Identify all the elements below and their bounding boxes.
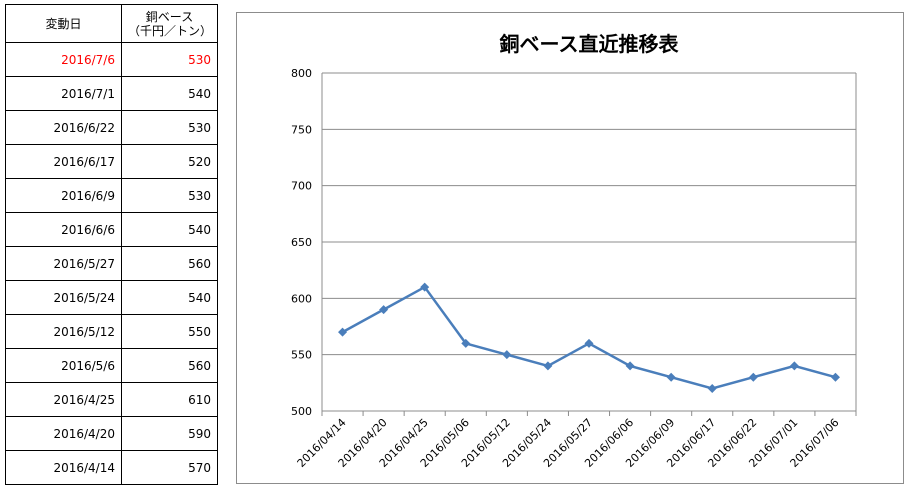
y-tick-label: 800 [291,67,312,80]
header-price-line1: 銅ベース [145,9,194,24]
y-tick-label: 500 [291,405,312,418]
y-tick-label: 550 [291,349,312,362]
row-price: 540 [121,76,218,111]
row-price: 610 [121,382,218,417]
table-row: 2016/6/17 520 [5,144,218,179]
data-point [625,361,635,371]
data-point [748,372,758,382]
row-date: 2016/7/6 [5,42,122,77]
y-tick-label: 700 [291,180,312,193]
row-price: 560 [121,246,218,281]
data-point [502,350,512,360]
data-point [584,338,594,348]
row-date: 2016/5/12 [5,314,122,349]
table-row: 2016/5/24 540 [5,280,218,315]
row-date: 2016/7/1 [5,76,122,111]
row-date: 2016/4/14 [5,450,122,485]
data-point [666,372,676,382]
header-price-line2: （千円／トン） [128,23,213,38]
row-date: 2016/4/25 [5,382,122,417]
row-date: 2016/6/9 [5,178,122,213]
table-row: 2016/4/20 590 [5,416,218,451]
row-price: 530 [121,178,218,213]
chart-title: 銅ベース直近推移表 [500,32,680,56]
row-date: 2016/5/6 [5,348,122,383]
table-row: 2016/6/22 530 [5,110,218,145]
row-price: 540 [121,212,218,247]
data-point [379,305,389,315]
header-price: 銅ベース （千円／トン） [121,4,218,43]
chart-area: 銅ベース直近推移表 500 550 600 650 700 750 800 2016/04/14… [236,12,904,484]
table-header-row: 変動日 銅ベース （千円／トン） [5,4,218,43]
row-price: 530 [121,42,218,77]
y-tick-label: 600 [291,292,312,305]
table-row: 2016/4/25 610 [5,382,218,417]
table-row: 2016/7/1 540 [5,76,218,111]
y-tick-label: 650 [291,236,312,249]
data-point [420,282,430,292]
price-table: 変動日 銅ベース （千円／トン） 2016/7/6 530 2016/7/1 540 2… [5,4,218,485]
table-row: 2016/5/27 560 [5,246,218,281]
series-line [341,285,836,390]
table-row: 2016/4/14 570 [5,450,218,485]
header-date: 変動日 [5,4,122,43]
y-tick-label: 750 [291,123,312,136]
table-row: 2016/5/12 550 [5,314,218,349]
row-date: 2016/5/27 [5,246,122,281]
line-chart: 銅ベース直近推移表5005506006507007508002016/04/14… [291,32,857,470]
data-point [707,383,717,393]
row-price: 540 [121,280,218,315]
table-row: 2016/6/6 540 [5,212,218,247]
row-price: 560 [121,348,218,383]
data-point [789,361,799,371]
row-date: 2016/6/6 [5,212,122,247]
row-price: 570 [121,450,218,485]
row-date: 2016/6/17 [5,144,122,179]
data-point [830,372,840,382]
table-row: 2016/6/9 530 [5,178,218,213]
table-row: 2016/5/6 560 [5,348,218,383]
row-date: 2016/5/24 [5,280,122,315]
row-price: 550 [121,314,218,349]
row-date: 2016/4/20 [5,416,122,451]
data-point [461,338,471,348]
table-body: 2016/7/6 530 2016/7/1 540 2016/6/22 530 2016/6… [5,42,218,485]
row-date: 2016/6/22 [5,110,122,145]
data-point [338,327,348,337]
row-price: 590 [121,416,218,451]
row-price: 530 [121,110,218,145]
row-price: 520 [121,144,218,179]
data-point [543,361,553,371]
table-row: 2016/7/6 530 [5,42,218,77]
